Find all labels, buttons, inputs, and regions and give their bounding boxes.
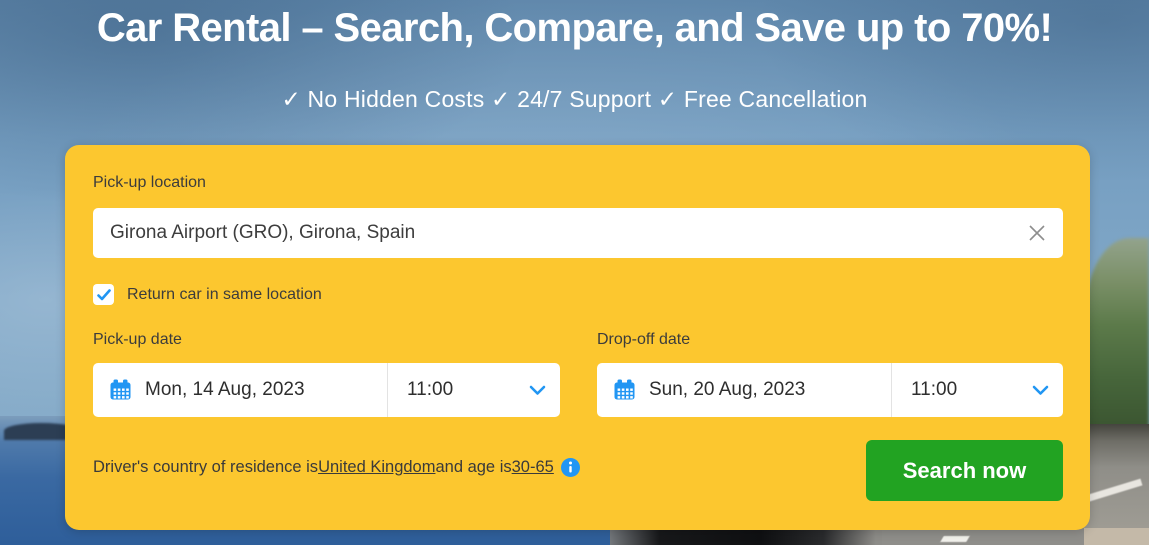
dropoff-time-selector[interactable]: 11:00 bbox=[892, 363, 1063, 417]
info-icon[interactable] bbox=[560, 458, 580, 477]
pickup-date-value: Mon, 14 Aug, 2023 bbox=[145, 379, 305, 400]
dropoff-date-selector[interactable]: Sun, 20 Aug, 2023 bbox=[597, 363, 891, 417]
dropoff-time-value: 11:00 bbox=[911, 379, 958, 400]
dropoff-date-field: Sun, 20 Aug, 2023 11:00 bbox=[597, 363, 1063, 417]
background-pavement bbox=[1084, 528, 1149, 545]
search-form-card: Pick-up location Return car in same loca… bbox=[65, 145, 1090, 530]
page-title: Car Rental – Search, Compare, and Save u… bbox=[96, 6, 1053, 50]
field-divider bbox=[891, 363, 892, 417]
checkmark-icon bbox=[96, 288, 111, 300]
pickup-location-label: Pick-up location bbox=[93, 174, 206, 191]
calendar-icon bbox=[110, 379, 131, 400]
pickup-time-value: 11:00 bbox=[407, 379, 454, 400]
close-icon bbox=[1029, 225, 1045, 241]
return-same-location-option[interactable]: Return car in same location bbox=[93, 284, 322, 305]
dropoff-date-value: Sun, 20 Aug, 2023 bbox=[649, 379, 806, 400]
dropoff-date-label: Drop-off date bbox=[597, 331, 691, 348]
return-same-location-label: Return car in same location bbox=[127, 285, 322, 303]
driver-info-line: Driver's country of residence is United … bbox=[93, 458, 580, 477]
field-divider bbox=[387, 363, 388, 417]
pickup-location-field[interactable] bbox=[93, 208, 1063, 258]
chevron-down-icon bbox=[1032, 385, 1049, 395]
pickup-date-label: Pick-up date bbox=[93, 331, 182, 348]
pickup-time-selector[interactable]: 11:00 bbox=[388, 363, 560, 417]
search-now-button[interactable]: Search now bbox=[866, 440, 1063, 501]
background-road-stripe bbox=[940, 536, 970, 542]
clear-location-button[interactable] bbox=[1011, 208, 1063, 258]
background-car-silhouette bbox=[610, 528, 884, 545]
return-same-location-checkbox[interactable] bbox=[93, 284, 114, 305]
pickup-date-field: Mon, 14 Aug, 2023 11:00 bbox=[93, 363, 560, 417]
page-subtitle: ✓ No Hidden Costs ✓ 24/7 Support ✓ Free … bbox=[281, 86, 868, 112]
driver-info-prefix: Driver's country of residence is bbox=[93, 458, 319, 476]
background-island bbox=[4, 423, 84, 440]
info-icon-glyph bbox=[560, 458, 580, 477]
pickup-location-input[interactable] bbox=[93, 222, 1011, 244]
chevron-down-icon bbox=[529, 385, 546, 395]
driver-country-link[interactable]: United Kingdom bbox=[318, 458, 436, 476]
driver-info-middle: and age is bbox=[435, 458, 512, 476]
driver-age-link[interactable]: 30-65 bbox=[511, 458, 554, 476]
background-cliff bbox=[1085, 238, 1149, 432]
pickup-date-selector[interactable]: Mon, 14 Aug, 2023 bbox=[93, 363, 387, 417]
calendar-icon bbox=[614, 379, 635, 400]
